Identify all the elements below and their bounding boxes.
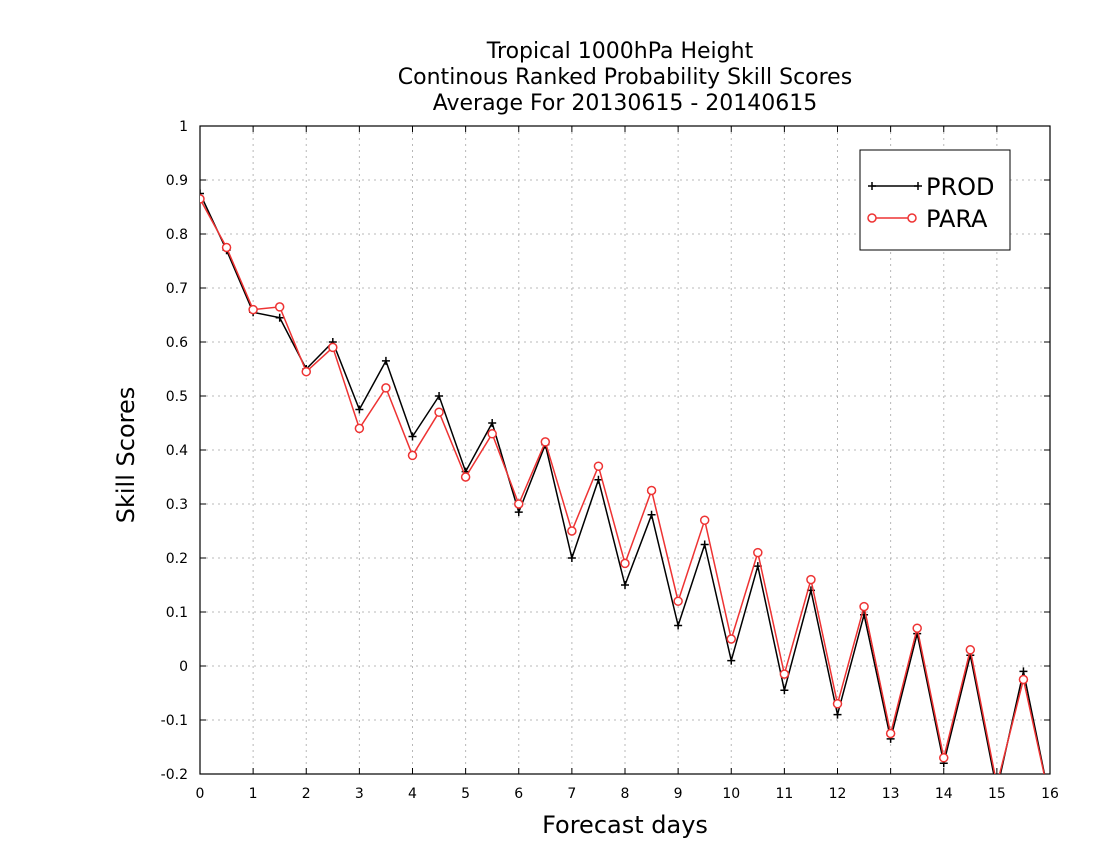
series-para-point	[779, 669, 790, 679]
x-tick-label: 9	[674, 786, 683, 802]
series-para-point	[885, 728, 896, 739]
series-para-point	[567, 526, 577, 536]
x-tick-label: 15	[988, 786, 1006, 802]
series-para-point	[726, 634, 736, 644]
axis-ticks: 0 1 2 3 4 5 6 7 8 9 10 11 12 13 14 15 16-0.2-0.100.10.20…	[161, 119, 1059, 802]
x-tick-label: 5	[461, 786, 470, 802]
x-tick-label: 16	[1041, 786, 1059, 802]
x-tick-label: 12	[829, 786, 847, 802]
series-para-point	[460, 472, 471, 482]
y-tick-label: 0	[179, 659, 188, 675]
y-tick-label: 0.6	[166, 335, 188, 351]
x-tick-label: 7	[567, 786, 576, 802]
series-prod-point	[514, 508, 523, 517]
series-para-point	[200, 194, 205, 204]
legend-para-marker-left	[867, 213, 877, 223]
series-para-point	[646, 485, 657, 496]
series-para-point	[1018, 674, 1029, 685]
series-prod-point	[727, 656, 736, 665]
series-para-point	[221, 242, 232, 253]
series-prod-point	[780, 686, 789, 695]
series-para-point	[407, 450, 418, 461]
x-tick-label: 10	[722, 786, 740, 802]
legend-para-label: PARA	[926, 205, 988, 233]
series-para-point	[301, 366, 311, 377]
series-para-point	[328, 342, 338, 353]
y-tick-label: 0.7	[166, 281, 188, 297]
series-para-point	[939, 753, 949, 763]
x-tick-label: 13	[882, 786, 900, 802]
series-para	[200, 194, 1045, 774]
series-prod-point	[594, 475, 603, 484]
series-para-point	[434, 407, 444, 417]
series-prod	[200, 189, 1046, 774]
series-prod-point	[567, 554, 576, 562]
legend-para-marker-right	[907, 213, 917, 223]
series-prod-point	[700, 540, 709, 549]
series-prod-point	[621, 581, 629, 589]
series-prod-point	[435, 392, 444, 400]
y-tick-label: -0.2	[161, 767, 188, 783]
y-axis-label: Skill Scores	[112, 387, 140, 524]
series-prod-point	[275, 313, 284, 322]
series-para-point	[248, 304, 258, 315]
series-para-point	[753, 547, 763, 558]
series-prod-point	[674, 621, 683, 630]
x-tick-label: 4	[408, 786, 417, 802]
series-para-point	[806, 574, 816, 585]
x-tick-label: 11	[775, 786, 793, 802]
series-para-point	[673, 596, 683, 606]
series-para-point	[832, 699, 843, 709]
x-tick-label: 1	[249, 786, 258, 802]
chart-title-line-3: Average For 20130615 - 20140615	[433, 91, 818, 116]
chart-title-line-1: Tropical 1000hPa Height	[486, 39, 754, 64]
x-tick-label: 3	[355, 786, 364, 802]
series-prod-point	[408, 432, 417, 441]
series-layer	[200, 189, 1046, 774]
series-prod-point	[381, 356, 390, 365]
y-tick-label: -0.1	[161, 713, 188, 729]
y-tick-label: 0.2	[166, 551, 188, 567]
y-tick-label: 0.1	[166, 605, 188, 621]
series-prod-point	[833, 710, 842, 719]
x-axis-label: Forecast days	[542, 811, 708, 839]
series-prod-point	[647, 510, 656, 519]
x-tick-label: 2	[302, 786, 311, 802]
legend-prod-marker-right	[914, 182, 922, 190]
series-para-point	[620, 558, 630, 569]
legend-prod-marker-left	[868, 182, 876, 190]
y-tick-label: 0.5	[166, 389, 188, 405]
series-para-point	[274, 302, 285, 312]
series-para-point	[487, 429, 497, 439]
series-para-point	[593, 461, 604, 471]
series-prod-point	[1019, 667, 1028, 676]
legend-prod-label: PROD	[926, 173, 995, 201]
y-tick-label: 0.8	[166, 227, 188, 243]
y-tick-label: 0.9	[166, 173, 188, 189]
series-prod-point	[355, 405, 364, 414]
legend-box	[859, 149, 1011, 251]
series-para-point	[354, 423, 365, 434]
y-tick-label: 0.4	[166, 443, 188, 459]
series-para-point	[514, 499, 524, 509]
series-para-point	[912, 623, 922, 633]
series-prod-point	[488, 419, 497, 427]
series-para-point	[699, 515, 710, 525]
series-para-point	[859, 601, 869, 612]
x-tick-label: 0	[196, 786, 205, 802]
series-para-point	[540, 437, 551, 447]
legend: PROD PARA	[859, 149, 1011, 251]
series-prod-point	[200, 189, 204, 198]
x-tick-label: 8	[621, 786, 630, 802]
chart-title-line-2: Continous Ranked Probability Skill Score…	[398, 65, 852, 90]
series-para-point	[381, 383, 391, 393]
y-tick-label: 1	[179, 119, 188, 135]
x-tick-label: 6	[514, 786, 523, 802]
y-tick-label: 0.3	[166, 497, 188, 513]
x-tick-label: 14	[935, 786, 953, 802]
series-para-point	[965, 645, 976, 655]
